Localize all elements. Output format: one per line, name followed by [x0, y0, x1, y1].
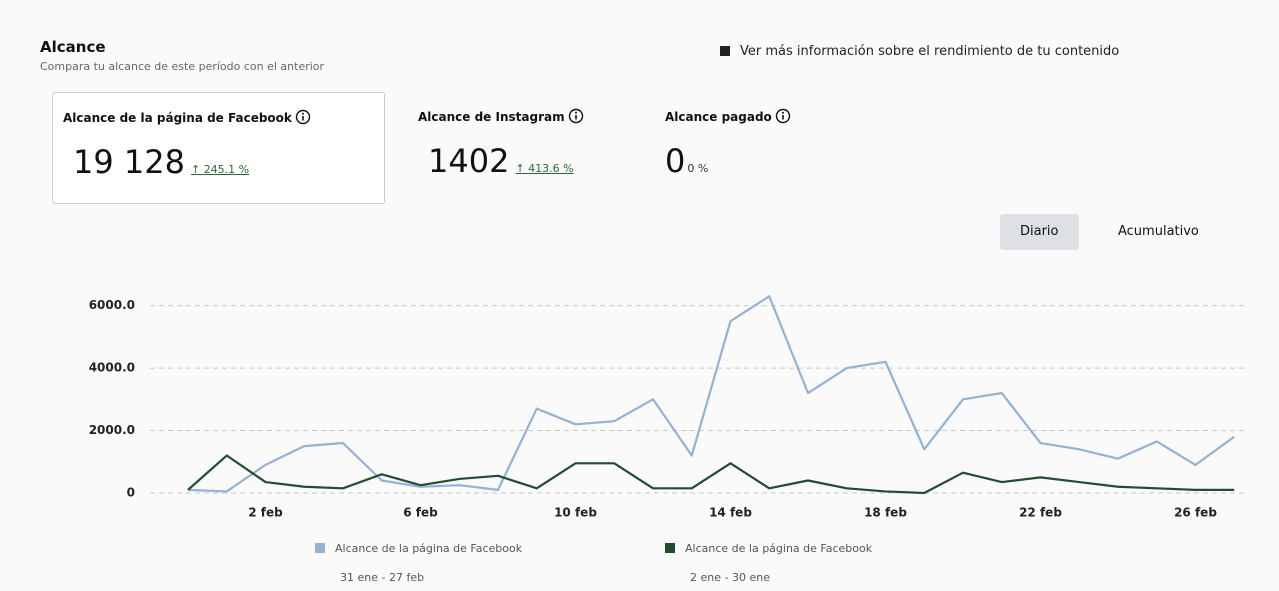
x-tick-label: 22 feb [1019, 506, 1062, 520]
toggle-button[interactable]: Acumulativo [1098, 214, 1219, 250]
metric-value: 1402 [428, 142, 509, 180]
info-icon[interactable] [568, 108, 584, 124]
section-subtitle: Compara tu alcance de este período con e… [40, 60, 324, 73]
metric-label-row: Alcance pagado [665, 108, 791, 124]
series-line [188, 456, 1234, 493]
legend-period: 2 ene - 30 ene [690, 571, 770, 584]
metric-change: ↑ 413.6 % [515, 162, 573, 175]
metric-label: Alcance de Instagram [418, 110, 565, 124]
metric-card[interactable]: Alcance de la página de Facebook 19 128 ↑… [52, 92, 385, 204]
legend-swatch [665, 543, 675, 553]
metric-value-row: 1402 ↑ 413.6 % [428, 142, 574, 180]
y-tick-label: 4000.0 [89, 361, 135, 375]
info-link-text[interactable]: Ver más información sobre el rendimiento… [740, 44, 1119, 59]
x-tick-label: 2 feb [248, 506, 283, 520]
metric-change-value: 245.1 % [204, 163, 249, 176]
metric-value: 19 128 [73, 143, 185, 181]
metric-change: ↑ 245.1 % [191, 163, 249, 176]
metric-label: Alcance de la página de Facebook [63, 111, 292, 125]
legend-swatch [315, 543, 325, 553]
toggle-button[interactable]: Diario [1000, 214, 1079, 250]
y-tick-label: 0 [127, 486, 135, 500]
metric-change-value: 413.6 % [528, 162, 573, 175]
page: 0 2000.0 4000.0 6000.0 2 feb 6 feb 10 feb 14 fe… [0, 0, 1279, 591]
metric-change-value: 0 % [687, 162, 708, 175]
info-link[interactable]: Ver más información sobre el rendimiento… [720, 44, 1119, 59]
metric-value-row: 19 128 ↑ 245.1 % [73, 143, 249, 181]
x-tick-label: 6 feb [403, 506, 438, 520]
x-tick-label: 26 feb [1174, 506, 1217, 520]
x-tick-label: 10 feb [554, 506, 597, 520]
chart: 0 2000.0 4000.0 6000.0 2 feb 6 feb 10 feb 14 fe… [0, 0, 1279, 591]
metric-value: 0 [665, 142, 685, 180]
x-tick-label: 18 feb [864, 506, 907, 520]
legend-label: Alcance de la página de Facebook [335, 542, 523, 555]
metric-label-row: Alcance de la página de Facebook [63, 109, 311, 125]
series-line [188, 296, 1234, 491]
info-icon[interactable] [775, 108, 791, 124]
x-tick-label: 14 feb [709, 506, 752, 520]
info-icon[interactable] [295, 109, 311, 125]
y-tick-label: 6000.0 [89, 298, 135, 312]
section-title: Alcance [40, 38, 106, 56]
metric-label: Alcance pagado [665, 110, 772, 124]
legend-period: 31 ene - 27 feb [340, 571, 424, 584]
metric-label-row: Alcance de Instagram [418, 108, 584, 124]
y-tick-label: 2000.0 [89, 423, 135, 437]
legend-label: Alcance de la página de Facebook [685, 542, 873, 555]
